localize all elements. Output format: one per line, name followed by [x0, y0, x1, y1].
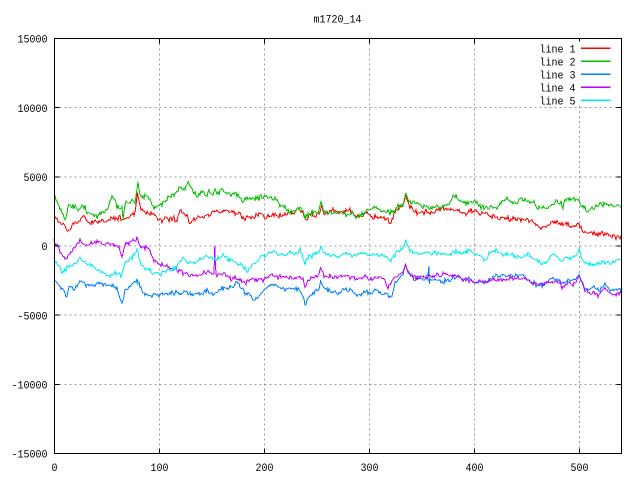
svg-text:-5000: -5000: [18, 311, 48, 323]
svg-text:line 1: line 1: [540, 45, 576, 57]
svg-text:0: 0: [52, 463, 58, 475]
svg-text:500: 500: [571, 463, 589, 475]
svg-text:15000: 15000: [18, 35, 48, 47]
svg-text:300: 300: [361, 463, 379, 475]
svg-text:m1720_14: m1720_14: [314, 15, 362, 27]
svg-text:line 3: line 3: [540, 71, 576, 83]
svg-text:line 2: line 2: [540, 58, 576, 70]
svg-text:line 5: line 5: [540, 97, 576, 109]
svg-text:5000: 5000: [24, 173, 48, 185]
svg-text:-15000: -15000: [12, 450, 48, 462]
svg-text:100: 100: [151, 463, 169, 475]
svg-text:-10000: -10000: [12, 381, 48, 393]
svg-text:200: 200: [256, 463, 274, 475]
svg-text:0: 0: [42, 242, 48, 254]
svg-text:line 4: line 4: [540, 84, 576, 96]
svg-text:400: 400: [466, 463, 484, 475]
svg-text:10000: 10000: [18, 104, 48, 116]
